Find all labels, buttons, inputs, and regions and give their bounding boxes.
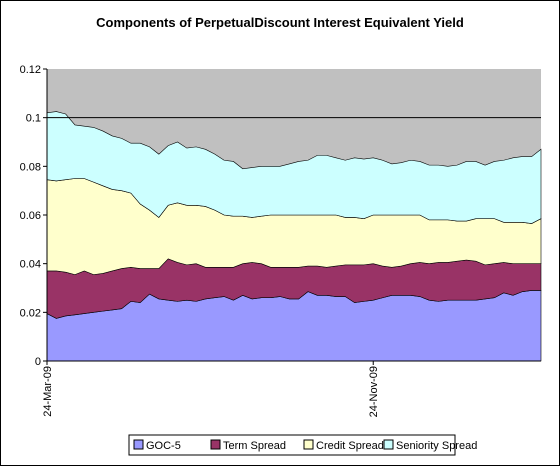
area-series-group [46, 111, 542, 362]
y-tick-label: 0.12 [20, 64, 41, 76]
y-tick-label: 0.06 [20, 210, 41, 222]
legend-label: GOC-5 [146, 440, 181, 452]
area-series-seniority-spread [46, 111, 542, 224]
chart-title: Components of PerpetualDiscount Interest… [96, 15, 464, 30]
legend: GOC-5 Term Spread Credit Spread Seniority S… [128, 434, 477, 456]
legend-label: Credit Spread [316, 440, 384, 452]
legend-swatch [303, 439, 314, 450]
y-tick-label: 0 [35, 356, 41, 368]
legend-swatch [383, 439, 394, 450]
x-tick-label: 24-Mar-09 [42, 366, 54, 417]
x-tick-label: 24-Nov-09 [368, 366, 380, 417]
legend-swatch [210, 439, 221, 450]
y-tick-label: 0.08 [20, 161, 41, 173]
y-tick-label: 0.1 [26, 113, 41, 125]
legend-label: Seniority Spread [396, 440, 477, 452]
y-tick-label: 0.02 [20, 307, 41, 319]
y-axis-ticks: 0 0.02 0.04 0.06 0.08 0.1 0.12 [20, 64, 47, 368]
y-tick-label: 0.04 [20, 259, 41, 271]
x-axis-ticks: 24-Mar-09 24-Nov-09 [42, 361, 380, 417]
legend-label: Term Spread [223, 440, 286, 452]
legend-swatch [133, 439, 144, 450]
